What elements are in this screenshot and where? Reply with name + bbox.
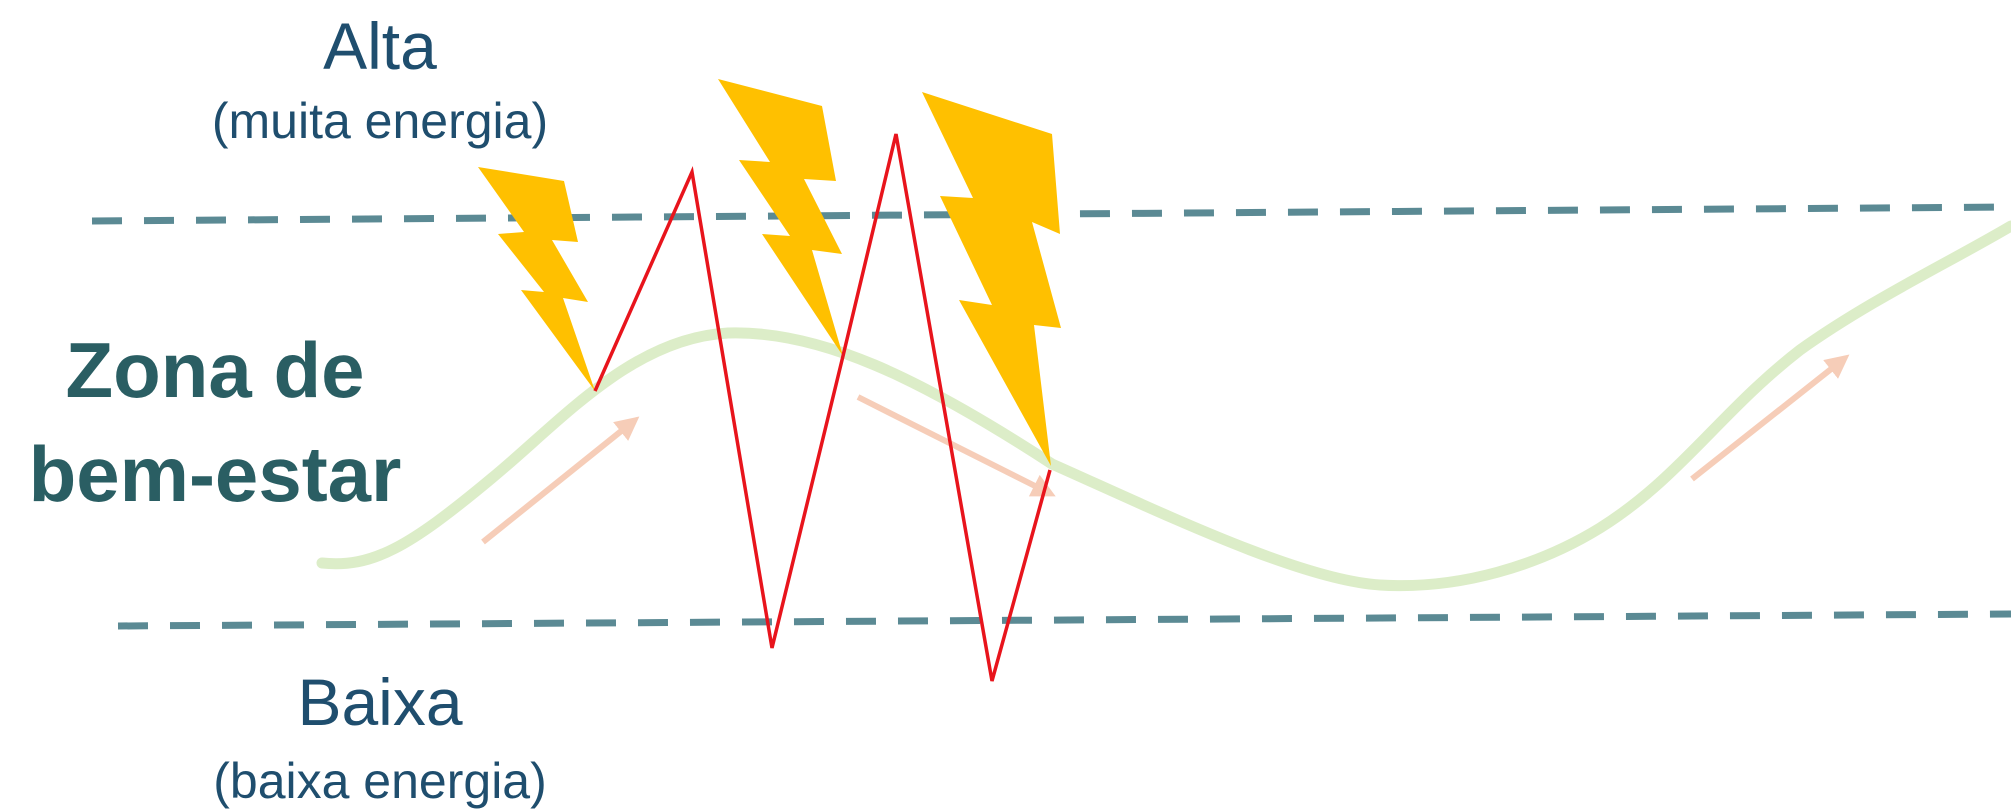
wellbeing-zone-label: Zona de bem-estar bbox=[0, 318, 430, 526]
wellbeing-curve bbox=[316, 220, 2011, 592]
lower-dashed-line bbox=[117, 610, 2011, 630]
arrow-icon-1 bbox=[481, 416, 640, 545]
high-energy-subtitle: (muita energia) bbox=[211, 93, 549, 149]
lightning-bolt-icon bbox=[478, 167, 595, 391]
low-energy-subtitle: (baixa energia) bbox=[213, 753, 547, 809]
stress-zigzag bbox=[593, 133, 1052, 682]
wellbeing-zone-line1: Zona de bbox=[65, 326, 365, 414]
wellbeing-zone-line2: bem-estar bbox=[28, 430, 402, 518]
low-energy-title: Baixa bbox=[297, 665, 463, 739]
lightning-bolt-icon bbox=[922, 92, 1061, 466]
lightning-bolt-icon bbox=[718, 79, 843, 356]
arrow-icon-3 bbox=[1690, 354, 1850, 482]
high-energy-title: Alta bbox=[323, 9, 437, 83]
